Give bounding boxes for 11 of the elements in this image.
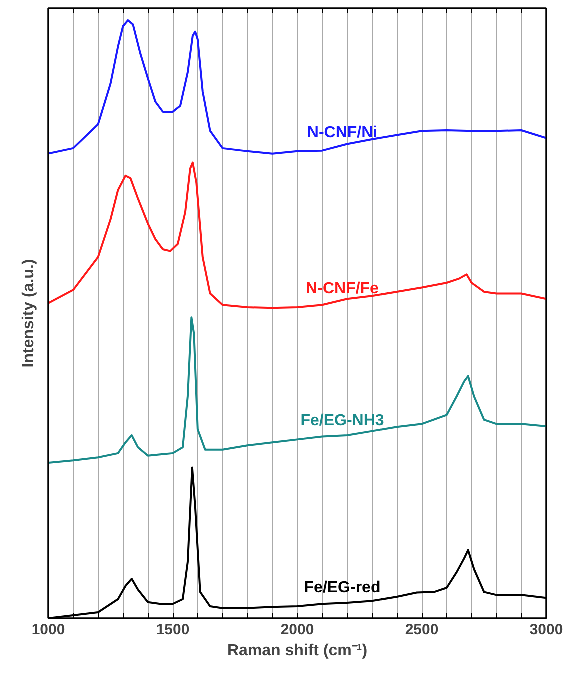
x-tick-label: 2000 xyxy=(280,622,314,638)
series-label: Fe/EG-NH3 xyxy=(300,412,384,430)
x-tick-label: 2500 xyxy=(405,622,439,638)
series-label: Fe/EG-red xyxy=(304,580,381,597)
series-label: N-CNF/Ni xyxy=(307,124,378,142)
x-tick-label: 3000 xyxy=(530,622,564,638)
x-tick-label: 1500 xyxy=(156,622,190,638)
x-tick-label: 1000 xyxy=(32,622,66,638)
y-axis-title: Intensity (a.u.) xyxy=(20,259,38,368)
x-axis-title: Raman shift (cm⁻¹) xyxy=(227,642,368,660)
series-label: N-CNF/Fe xyxy=(306,280,380,298)
